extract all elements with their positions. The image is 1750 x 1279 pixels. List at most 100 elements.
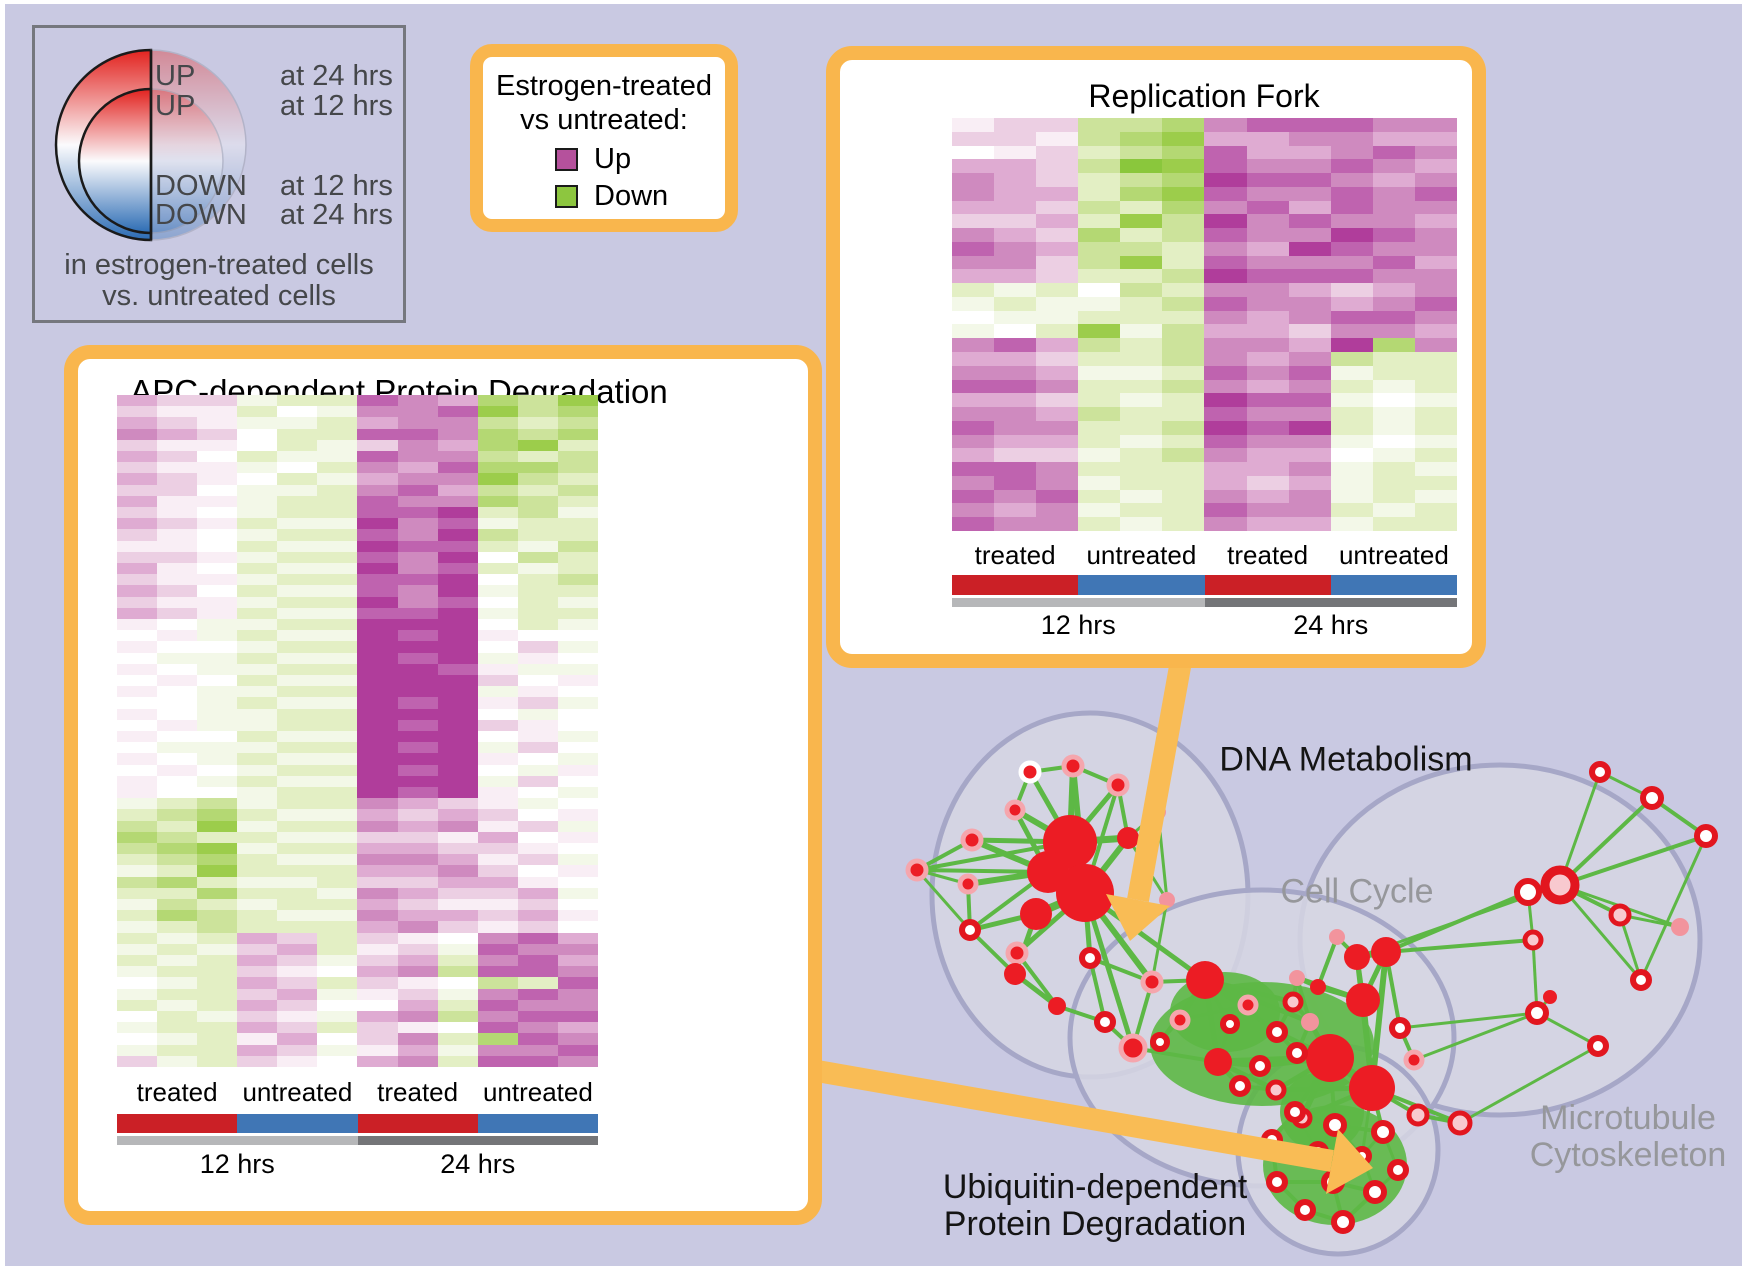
heatmap-cell <box>277 417 318 429</box>
heatmap-cell <box>517 518 558 530</box>
heatmap-cell <box>157 898 198 911</box>
heatmap-cell <box>437 898 478 911</box>
heatmap-cell <box>557 753 598 765</box>
heatmap-cell <box>1120 338 1163 353</box>
heatmap-cell <box>994 324 1037 339</box>
heatmap-cell <box>437 462 478 474</box>
heatmap-cell <box>157 562 198 575</box>
heatmap-cell <box>1120 228 1163 242</box>
heatmap-cell <box>557 775 598 787</box>
heatmap-cell <box>437 932 478 944</box>
heatmap-cell <box>357 977 398 989</box>
heatmap-cell <box>994 200 1037 215</box>
heatmap-cell <box>397 809 438 821</box>
heatmap-cell <box>952 241 995 256</box>
heatmap-cell <box>157 921 198 933</box>
heatmap-cell <box>952 228 995 242</box>
heatmap-cell <box>397 395 438 407</box>
heatmap-cell <box>357 730 398 743</box>
heatmap-cell <box>317 652 358 664</box>
heatmap-cell <box>1330 420 1373 435</box>
heatmap-cell <box>477 607 518 619</box>
heatmap-cell <box>1414 352 1457 366</box>
heatmap-cell <box>237 395 278 407</box>
heatmap-cell <box>397 450 438 463</box>
heatmap-cell <box>1414 269 1457 284</box>
heatmap-cell <box>197 842 238 855</box>
heatmap-cell <box>157 999 198 1011</box>
heatmap-cell <box>237 596 278 608</box>
heatmap-cell <box>357 484 398 496</box>
heatmap-cell <box>117 406 158 418</box>
heatmap-cell <box>317 1022 358 1034</box>
heatmap-cell <box>1078 310 1121 325</box>
heatmap-cell <box>477 977 518 989</box>
heatmap-cell <box>1288 352 1331 366</box>
heatmap-cell <box>952 324 995 339</box>
heatmap-cell <box>1246 407 1289 421</box>
heatmap-cell <box>1120 407 1163 421</box>
heatmap-cell <box>477 395 518 407</box>
heatmap-cell <box>237 607 278 619</box>
heatmap-cell <box>1078 338 1121 353</box>
heatmap-cell <box>1078 214 1121 229</box>
heatmap-cell <box>1288 420 1331 435</box>
heatmap-cell <box>357 786 398 799</box>
heatmap-cell <box>477 686 518 698</box>
heatmap-cell <box>277 1010 318 1023</box>
heatmap-cell <box>237 518 278 530</box>
heatmap-cell <box>157 439 198 451</box>
heatmap-cell <box>317 910 358 922</box>
heatmap-cell <box>517 607 558 619</box>
heatmap-cell <box>397 406 438 418</box>
heatmap-cell <box>477 865 518 877</box>
heatmap-cell <box>477 966 518 978</box>
heatmap-cell <box>197 742 238 754</box>
heatmap-cell <box>1162 420 1205 435</box>
heatmap-cell <box>117 831 158 843</box>
heatmap-cell <box>237 999 278 1011</box>
heatmap-cell <box>117 395 158 407</box>
heatmap-cell <box>357 966 398 978</box>
heatmap-cell <box>1372 503 1415 518</box>
heatmap-cell <box>952 173 995 187</box>
key-time: at 24 hrs <box>280 60 393 92</box>
heatmap-cell <box>197 898 238 911</box>
heatmap-cell <box>557 428 598 440</box>
heatmap-cell <box>237 674 278 687</box>
heatmap-cell <box>117 596 158 608</box>
heatmap-cell <box>277 719 318 731</box>
heatmap-cell <box>117 1033 158 1045</box>
heatmap-cell <box>357 674 398 687</box>
heatmap-cell <box>557 652 598 664</box>
heatmap-cell <box>197 1022 238 1034</box>
key-inner-left-half <box>77 87 153 235</box>
heatmap-cell <box>117 708 158 720</box>
heatmap-cell <box>1372 434 1415 449</box>
heatmap-cell <box>1162 365 1205 380</box>
heatmap-cell <box>517 809 558 821</box>
heatmap-cell <box>317 932 358 944</box>
heatmap-cell <box>317 540 358 552</box>
heatmap-cell <box>157 820 198 832</box>
heatmap-cell <box>317 943 358 955</box>
heatmap-cell <box>157 954 198 967</box>
heatmap-cell <box>557 395 598 407</box>
heatmap-cell <box>517 708 558 720</box>
heatmap-cell <box>237 574 278 586</box>
heatmap-cell <box>1414 310 1457 325</box>
heatmap-cell <box>1162 503 1205 518</box>
heatmap-cell <box>994 503 1037 518</box>
heatmap-cell <box>397 652 438 664</box>
heatmap-cell <box>1036 310 1079 325</box>
heatmap-cell <box>1414 462 1457 476</box>
heatmap-cell <box>1120 475 1163 490</box>
heatmap-cell <box>994 448 1037 463</box>
heatmap-cell <box>1120 379 1163 394</box>
heatmap-cell <box>357 518 398 530</box>
key-caption: in estrogen-treated cells vs. untreated … <box>35 250 403 312</box>
heatmap-cell <box>317 574 358 586</box>
heatmap-cell <box>1204 255 1247 270</box>
heatmap-cell <box>557 865 598 877</box>
